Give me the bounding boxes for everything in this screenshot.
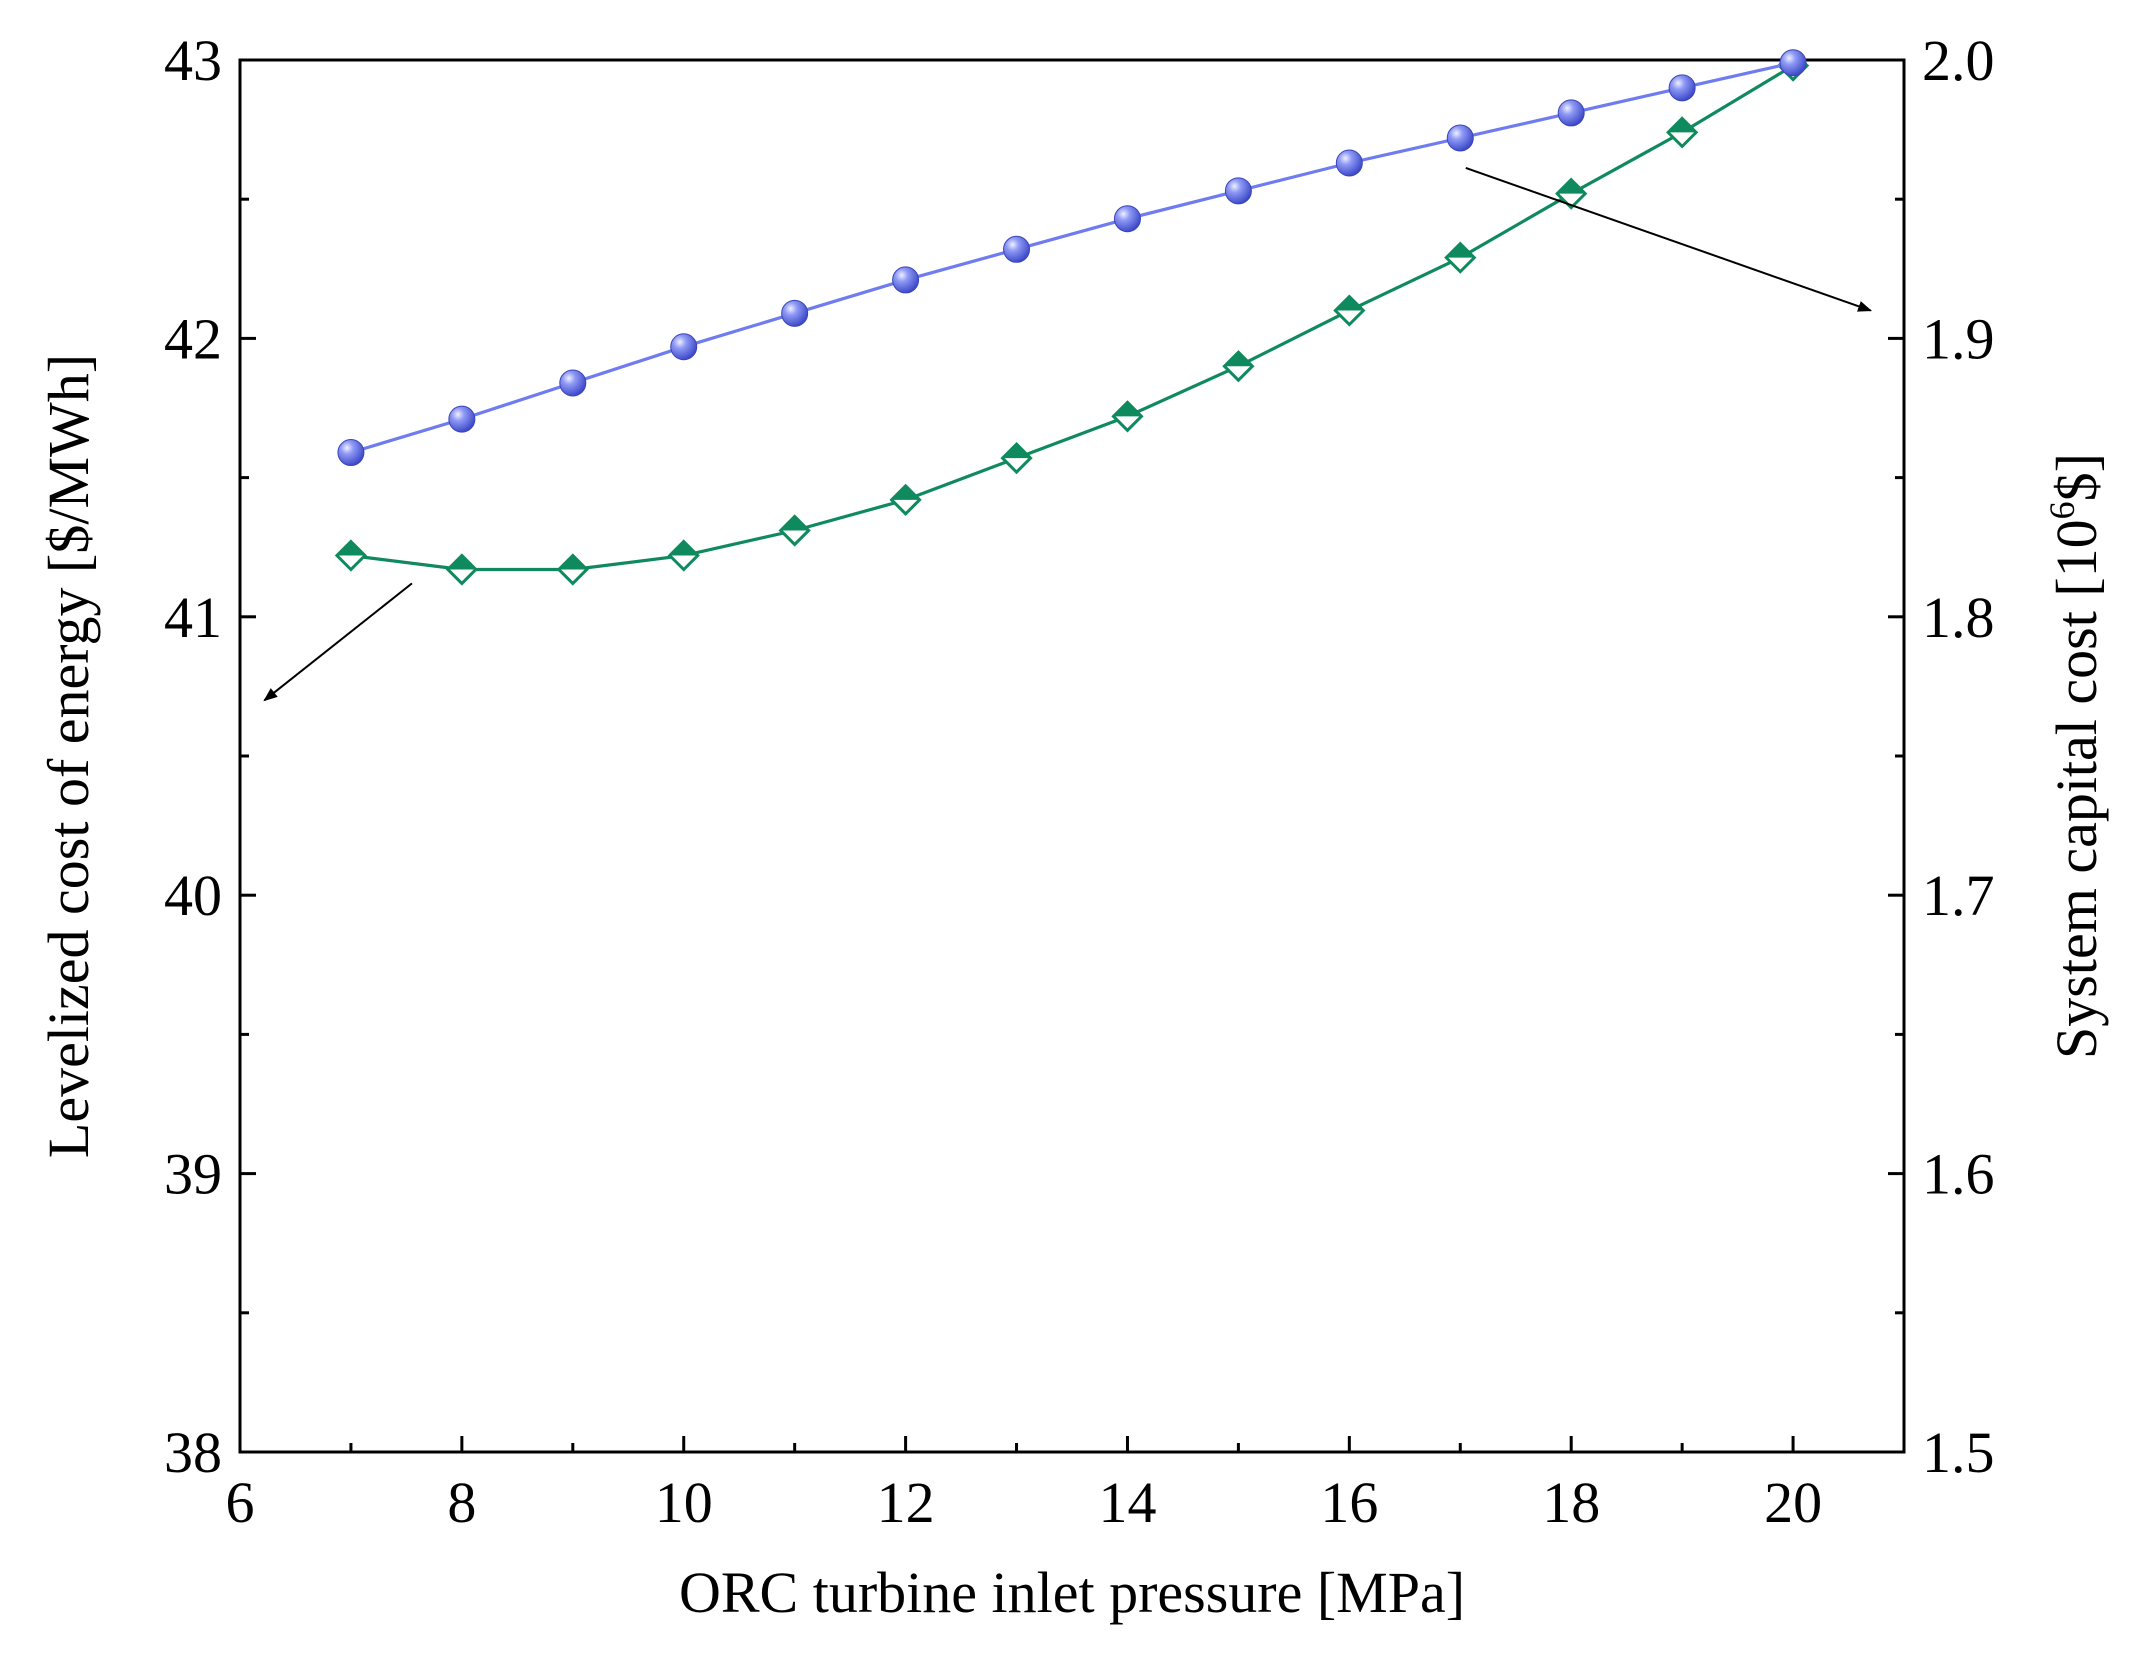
lcoe-point-fill bbox=[1668, 118, 1697, 133]
lcoe-point-fill bbox=[780, 516, 809, 531]
y-right-tick-label: 2.0 bbox=[1922, 28, 1995, 93]
y-left-axis-title: Levelized cost of energy [$/MWh] bbox=[36, 354, 101, 1158]
lcoe-point-fill bbox=[1113, 402, 1142, 417]
x-tick-label: 20 bbox=[1764, 1470, 1822, 1535]
capital-cost-point bbox=[1779, 49, 1807, 77]
capital-cost-point bbox=[559, 369, 587, 397]
lcoe-point-fill bbox=[336, 541, 365, 556]
capital-cost-point bbox=[781, 299, 809, 327]
lcoe-point bbox=[445, 553, 478, 586]
y-left-tick-label: 42 bbox=[164, 306, 222, 371]
y-right-axis-title: System capital cost [106$] bbox=[2042, 453, 2109, 1059]
lcoe-point bbox=[1555, 177, 1588, 210]
capital-cost-point bbox=[337, 439, 365, 467]
lcoe-point-fill bbox=[558, 555, 587, 570]
lcoe-point-fill bbox=[1557, 179, 1586, 194]
capital-cost-point bbox=[1557, 99, 1585, 127]
lcoe-point-fill bbox=[1224, 352, 1253, 367]
y-right-title-prefix: System capital cost [10 bbox=[2044, 519, 2109, 1059]
capital-cost-point bbox=[1003, 235, 1031, 263]
capital-cost-point bbox=[892, 266, 920, 294]
lcoe-point bbox=[556, 553, 589, 586]
y-right-tick-label: 1.9 bbox=[1922, 306, 1995, 371]
capital-cost-series-line bbox=[350, 61, 1794, 455]
right-axis-arrow bbox=[1465, 167, 1873, 312]
capital-cost-point bbox=[448, 405, 476, 433]
capital-cost-point bbox=[670, 333, 698, 361]
y-left-tick-label: 39 bbox=[164, 1142, 222, 1207]
y-left-tick-label: 43 bbox=[164, 28, 222, 93]
y-right-tick-label: 1.7 bbox=[1922, 863, 1995, 928]
lcoe-point bbox=[778, 514, 811, 547]
y-right-tick-label: 1.8 bbox=[1922, 585, 1995, 650]
y-right-axis-ticks: 1.5 1.6 1.7 1.8 1.9 2.0 bbox=[1888, 28, 1995, 1485]
lcoe-point bbox=[1111, 400, 1144, 433]
y-left-tick-label: 38 bbox=[164, 1420, 222, 1485]
y-right-title-superscript: 6 bbox=[2042, 501, 2082, 519]
x-axis-title: ORC turbine inlet pressure [MPa] bbox=[679, 1560, 1465, 1625]
lcoe-point bbox=[334, 539, 368, 572]
lcoe-point bbox=[1333, 294, 1366, 327]
left-axis-arrow bbox=[263, 582, 413, 702]
y-right-title-suffix: $] bbox=[2044, 453, 2109, 501]
x-tick-label: 16 bbox=[1320, 1470, 1378, 1535]
annotation-layer bbox=[263, 167, 1873, 702]
series-layer bbox=[334, 49, 1810, 586]
x-tick-label: 12 bbox=[877, 1470, 935, 1535]
lcoe-point-fill bbox=[1002, 444, 1031, 459]
x-axis-ticks: 6 8 10 12 14 16 18 20 bbox=[226, 1436, 1822, 1535]
x-tick-label: 6 bbox=[226, 1470, 255, 1535]
capital-cost-point bbox=[1113, 205, 1141, 233]
lcoe-point bbox=[889, 483, 922, 516]
y-left-axis-ticks: 38 39 40 41 42 43 bbox=[164, 28, 256, 1485]
capital-cost-point bbox=[1224, 177, 1252, 205]
x-tick-label: 8 bbox=[447, 1470, 476, 1535]
lcoe-series-line bbox=[350, 64, 1794, 572]
plot-frame bbox=[238, 58, 1906, 1454]
y-left-tick-label: 41 bbox=[164, 585, 222, 650]
lcoe-point-fill bbox=[1335, 296, 1364, 311]
x-tick-label: 10 bbox=[655, 1470, 713, 1535]
x-tick-label: 18 bbox=[1542, 1470, 1600, 1535]
lcoe-point bbox=[1666, 116, 1699, 149]
lcoe-point-fill bbox=[669, 541, 698, 556]
x-tick-label: 14 bbox=[1098, 1470, 1156, 1535]
y-left-tick-label: 40 bbox=[164, 863, 222, 928]
lcoe-point-fill bbox=[1446, 243, 1475, 258]
y-right-tick-label: 1.6 bbox=[1922, 1142, 1995, 1207]
lcoe-point bbox=[1000, 441, 1033, 475]
capital-cost-point bbox=[1668, 74, 1696, 102]
y-right-tick-label: 1.5 bbox=[1922, 1420, 1995, 1485]
lcoe-point-fill bbox=[891, 485, 920, 500]
lcoe-point bbox=[1444, 241, 1477, 274]
capital-cost-point bbox=[1446, 124, 1474, 152]
lcoe-point bbox=[667, 539, 700, 572]
lcoe-point-fill bbox=[447, 555, 476, 570]
lcoe-point bbox=[1222, 350, 1255, 383]
capital-cost-point bbox=[1335, 149, 1363, 177]
